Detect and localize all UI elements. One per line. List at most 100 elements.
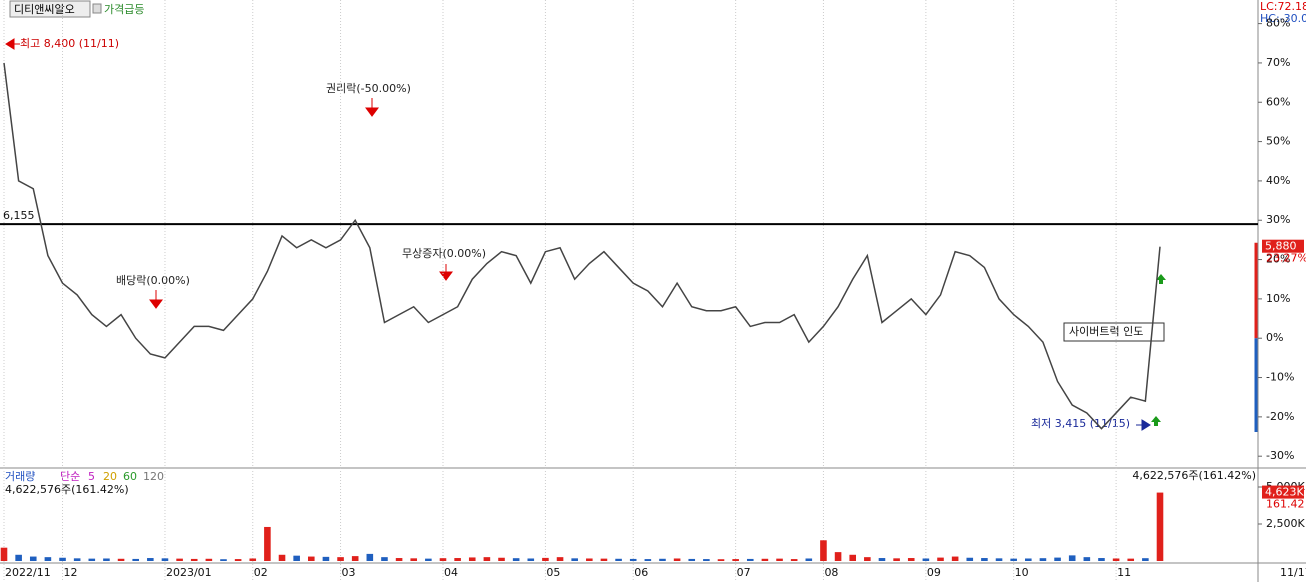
volume-bar [498, 557, 505, 561]
volume-bar [381, 557, 388, 561]
volume-bar [615, 558, 622, 561]
volume-bar [1112, 558, 1120, 561]
volume-bar [103, 558, 110, 561]
volume-bar [746, 558, 754, 561]
volume-bar [264, 526, 271, 561]
volume-bar [132, 558, 139, 561]
y-tick-label: 50% [1266, 135, 1290, 148]
volume-bar [1039, 558, 1047, 561]
x-tick-label: 10 [1015, 566, 1029, 579]
x-tick-label: 03 [342, 566, 356, 579]
volume-ratio-label: 161.42 [1266, 498, 1305, 511]
volume-bar [351, 556, 359, 561]
volume-bar [1156, 492, 1164, 561]
stock-name[interactable]: 디티앤씨알오 [14, 2, 75, 16]
checkbox[interactable] [92, 3, 102, 14]
price-line [3, 62, 1161, 430]
volume-bar [307, 556, 315, 561]
volume-bar [425, 558, 432, 561]
volume-bar [73, 558, 81, 561]
volume-bar [849, 554, 857, 561]
ref-label: 6,155 [3, 209, 35, 222]
x-tick-label: 08 [824, 566, 838, 579]
volume-bar [542, 557, 549, 561]
volume-legend: 거래량 [5, 470, 35, 483]
volume-bar [410, 558, 418, 561]
x-tick-label: 2023/01 [166, 566, 212, 579]
volume-bar [176, 558, 183, 561]
volume-bar [966, 557, 974, 561]
volume-bar [571, 558, 578, 561]
volume-bar [249, 558, 257, 561]
volume-bar [644, 559, 652, 561]
volume-bar [951, 556, 959, 561]
low-label: 최저 3,415 (11/15) [1031, 417, 1130, 430]
volume-bar [337, 557, 344, 561]
volume-bar [995, 558, 1003, 561]
volume-bar [234, 559, 242, 561]
volume-bar [439, 558, 447, 561]
y-tick-label: 80% [1266, 17, 1290, 30]
volume-legend: 20 [103, 470, 117, 483]
volume-bar [907, 558, 915, 561]
volume-legend: 단순 [60, 470, 80, 483]
volume-bar [161, 558, 169, 561]
volume-bar [659, 558, 666, 561]
event-box [1063, 322, 1165, 342]
volume-bar [805, 558, 813, 561]
pct-tag-label: 23.27% [1266, 252, 1306, 265]
volume-bar [864, 557, 871, 561]
volume-bar [629, 558, 637, 561]
volume-bar [1010, 558, 1017, 561]
x-tick-label: 2022/11 [5, 566, 51, 579]
volume-bar [1068, 555, 1076, 561]
signal[interactable]: 가격급등 [104, 3, 144, 16]
volume-tick-label: 2,500K [1266, 517, 1305, 530]
event-label: 사이버트럭 인도 [1069, 325, 1143, 338]
volume-bar [586, 558, 593, 561]
volume-bar [937, 557, 944, 561]
volume-bar [527, 558, 535, 561]
volume-bar [556, 557, 564, 561]
x-tick-label: 05 [546, 566, 560, 579]
volume-bar [834, 552, 842, 561]
x-tick-label: 12 [64, 566, 78, 579]
volume-bar [673, 558, 681, 561]
volume-bar [776, 558, 783, 561]
volume-bar [147, 558, 154, 561]
y-tick-label: 20% [1266, 253, 1290, 266]
y-tick-label: -10% [1266, 371, 1294, 384]
marker-arrow [365, 98, 379, 117]
x-tick-label: 09 [927, 566, 941, 579]
x-end-label: 11/17 [1280, 566, 1306, 579]
dividend-label: 배당락(0.00%) [116, 274, 190, 287]
volume-bar [1142, 558, 1149, 561]
volume-bar [1083, 557, 1091, 561]
y-tick-label: 60% [1266, 95, 1290, 108]
rights-label: 권리락(-50.00%) [326, 82, 411, 95]
volume-legend: 120 [143, 470, 164, 483]
marker-arrow [149, 290, 163, 309]
volume-bar [1127, 558, 1135, 561]
volume-legend: 60 [123, 470, 137, 483]
high-label: 최고 8,400 (11/11) [20, 37, 119, 50]
volume-bar [600, 558, 608, 561]
y-tick-label: 10% [1266, 292, 1290, 305]
volume-bar [366, 553, 374, 561]
volume-bar [483, 557, 491, 561]
y-tick-label: -30% [1266, 449, 1294, 462]
volume-bar [688, 558, 696, 561]
volume-bar [820, 540, 827, 561]
y-tick-label: 30% [1266, 213, 1290, 226]
volume-bar [1054, 557, 1061, 561]
y-tick-label: 40% [1266, 174, 1290, 187]
volume-legend: 5 [88, 470, 95, 483]
volume-bar [893, 558, 900, 561]
volume-bar [0, 547, 8, 561]
volume-bar [732, 559, 739, 561]
stock-box[interactable] [9, 0, 91, 18]
volume-bar [190, 558, 198, 561]
volume-bar [761, 558, 769, 561]
volume-bar [117, 558, 125, 561]
